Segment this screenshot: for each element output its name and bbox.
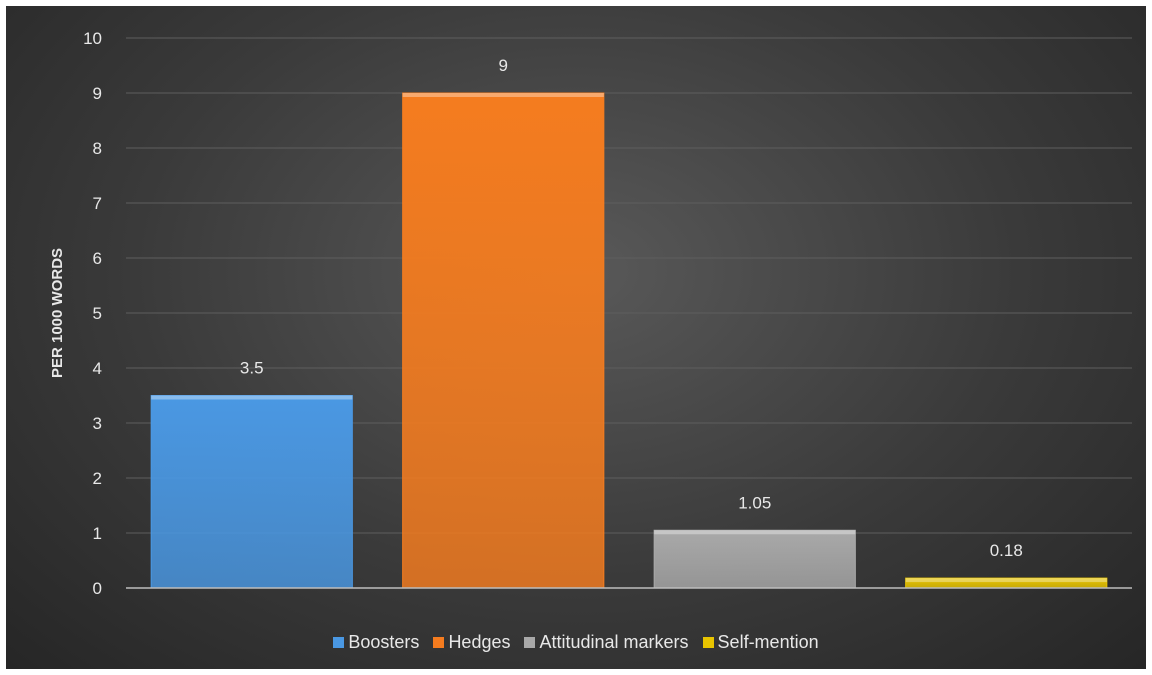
legend-item-attitudinal-markers: Attitudinal markers <box>524 631 689 653</box>
bar-attitudinal-markers <box>653 529 856 589</box>
data-label-self-mention: 0.18 <box>990 541 1023 560</box>
legend-swatch-boosters <box>333 636 345 648</box>
y-tick-label-10: 10 <box>83 29 102 48</box>
bars <box>150 92 1108 589</box>
legend: Boosters Hedges Attitudinal markers Self… <box>6 628 1146 656</box>
legend-label-boosters: Boosters <box>348 631 420 652</box>
data-labels: 3.5 9 1.05 0.18 <box>240 56 1023 560</box>
y-tick-label-1: 1 <box>93 524 102 543</box>
bar-highlight-hedges <box>402 93 604 97</box>
y-axis-title: PER 1000 WORDS <box>49 248 66 378</box>
bar-highlight-attitudinal-markers <box>654 530 856 535</box>
bar-boosters <box>150 395 353 589</box>
legend-swatch-self-mention <box>702 636 714 648</box>
bar-hedges <box>402 92 605 589</box>
chart-area: 0 1 2 3 4 5 6 7 8 9 10 3.5 9 1.05 0.18 PER 1000 WORDS… <box>6 6 1146 669</box>
legend-item-hedges: Hedges <box>433 632 510 653</box>
legend-label-self-mention: Self-mention <box>717 631 819 652</box>
bar-highlight-boosters <box>151 395 353 400</box>
y-tick-label-4: 4 <box>93 359 102 378</box>
y-tick-label-7: 7 <box>93 194 102 213</box>
data-label-boosters: 3.5 <box>240 359 264 378</box>
legend-label-hedges: Hedges <box>448 631 511 652</box>
bar-highlight-self-mention <box>905 578 1107 583</box>
bar-chart: 0 1 2 3 4 5 6 7 8 9 10 3.5 9 1.05 0.18 PER 1000 WORDS <box>49 29 1132 598</box>
y-axis-ticks: 0 1 2 3 4 5 6 7 8 9 10 <box>83 29 102 598</box>
y-tick-label-5: 5 <box>93 304 102 323</box>
y-tick-label-6: 6 <box>93 249 102 268</box>
data-label-attitudinal-markers: 1.05 <box>738 493 771 512</box>
data-label-hedges: 9 <box>499 56 508 75</box>
legend-label-attitudinal-markers: Attitudinal markers <box>539 631 689 652</box>
legend-swatch-hedges <box>433 636 445 648</box>
y-tick-label-2: 2 <box>93 469 102 488</box>
legend-item-self-mention: Self-mention <box>702 631 819 653</box>
y-tick-label-8: 8 <box>93 139 102 158</box>
y-tick-label-9: 9 <box>93 84 102 103</box>
y-tick-label-0: 0 <box>93 579 102 598</box>
legend-item-boosters: Boosters <box>333 632 419 653</box>
legend-swatch-attitudinal-markers <box>524 636 536 648</box>
y-tick-label-3: 3 <box>93 414 102 433</box>
